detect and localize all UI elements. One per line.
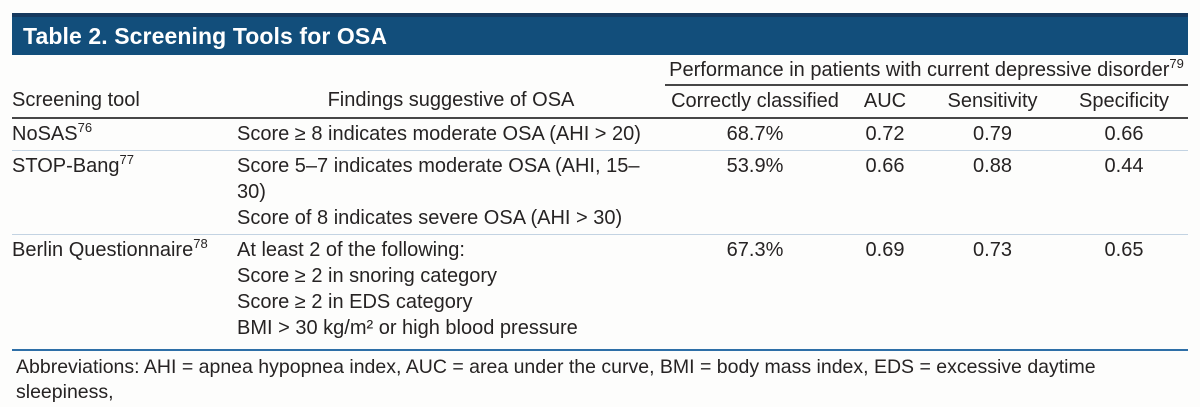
findings-line: Score ≥ 8 indicates moderate OSA (AHI > … — [237, 123, 641, 145]
span-header-row: Performance in patients with current dep… — [12, 55, 1189, 86]
table-title-bar: Table 2. Screening Tools for OSA — [12, 13, 1188, 55]
tool-cell: NoSAS76 — [12, 118, 237, 151]
performance-span-header: Performance in patients with current dep… — [665, 55, 1189, 86]
findings-cell: Score 5–7 indicates moderate OSA (AHI, 1… — [237, 150, 665, 235]
tool-name: STOP-Bang — [12, 155, 120, 177]
findings-cell: At least 2 of the following: Score ≥ 2 i… — [237, 235, 665, 345]
value-cell-sensitivity: 0.79 — [925, 118, 1060, 151]
findings-line: BMI > 30 kg/m² or high blood pressure — [237, 317, 578, 339]
value-cell-correctly-classified: 68.7% — [665, 118, 845, 151]
findings-line: Score 5–7 indicates moderate OSA (AHI, 1… — [237, 155, 640, 203]
findings-line: At least 2 of the following: — [237, 239, 465, 261]
col-header-specificity: Specificity — [1060, 85, 1189, 119]
value-cell-correctly-classified: 53.9% — [665, 150, 845, 235]
col-header-sensitivity: Sensitivity — [925, 85, 1060, 119]
col-header-auc: AUC — [845, 85, 925, 119]
performance-span-header-ref: 79 — [1169, 56, 1184, 71]
column-header-row: Screening tool Findings suggestive of OS… — [12, 85, 1189, 119]
tool-name: Berlin Questionnaire — [12, 239, 194, 261]
col-header-screening-tool: Screening tool — [12, 85, 237, 119]
value-cell-specificity: 0.44 — [1060, 150, 1189, 235]
table-row-stop-bang: STOP-Bang77 Score 5–7 indicates moderate… — [12, 150, 1189, 235]
value-cell-auc: 0.72 — [845, 118, 925, 151]
value-cell-sensitivity: 0.73 — [973, 239, 1012, 261]
abbreviations-note: Abbreviations: AHI = apnea hypopnea inde… — [12, 349, 1188, 407]
span-header-spacer — [12, 55, 665, 85]
table-title: Table 2. Screening Tools for OSA — [23, 22, 388, 49]
col-header-correctly-classified: Correctly classified — [665, 85, 845, 119]
screening-tools-table: Performance in patients with current dep… — [12, 55, 1189, 345]
value-cell-correctly-classified: 67.3% — [726, 239, 784, 261]
findings-line: Score ≥ 2 in EDS category — [237, 291, 473, 313]
value-cell-specificity: 0.65 — [1104, 239, 1144, 261]
tool-cell: Berlin Questionnaire78 — [12, 235, 237, 345]
value-cell-auc: 0.69 — [865, 239, 905, 261]
value-cell-auc: 0.66 — [845, 150, 925, 235]
table-row-nosas: NoSAS76 Score ≥ 8 indicates moderate OSA… — [12, 118, 1189, 151]
value-cell-specificity: 0.66 — [1060, 118, 1189, 151]
tool-name: NoSAS — [12, 123, 78, 145]
performance-span-header-text: Performance in patients with current dep… — [669, 59, 1170, 81]
tool-ref: 76 — [77, 120, 93, 135]
value-cell-sensitivity: 0.88 — [925, 150, 1060, 235]
findings-cell: Score ≥ 8 indicates moderate OSA (AHI > … — [237, 118, 665, 151]
tool-cell: STOP-Bang77 — [12, 150, 237, 235]
tool-ref: 77 — [119, 152, 134, 167]
findings-line: Score ≥ 2 in snoring category — [237, 265, 497, 287]
col-header-findings: Findings suggestive of OSA — [237, 85, 665, 119]
footnote-line: Abbreviations: AHI = apnea hypopnea inde… — [16, 356, 1096, 403]
table-row-berlin-questionnaire: Berlin Questionnaire78 At least 2 of the… — [12, 235, 1188, 345]
tool-ref: 78 — [193, 236, 208, 251]
findings-line: Score of 8 indicates severe OSA (AHI > 3… — [237, 207, 623, 229]
